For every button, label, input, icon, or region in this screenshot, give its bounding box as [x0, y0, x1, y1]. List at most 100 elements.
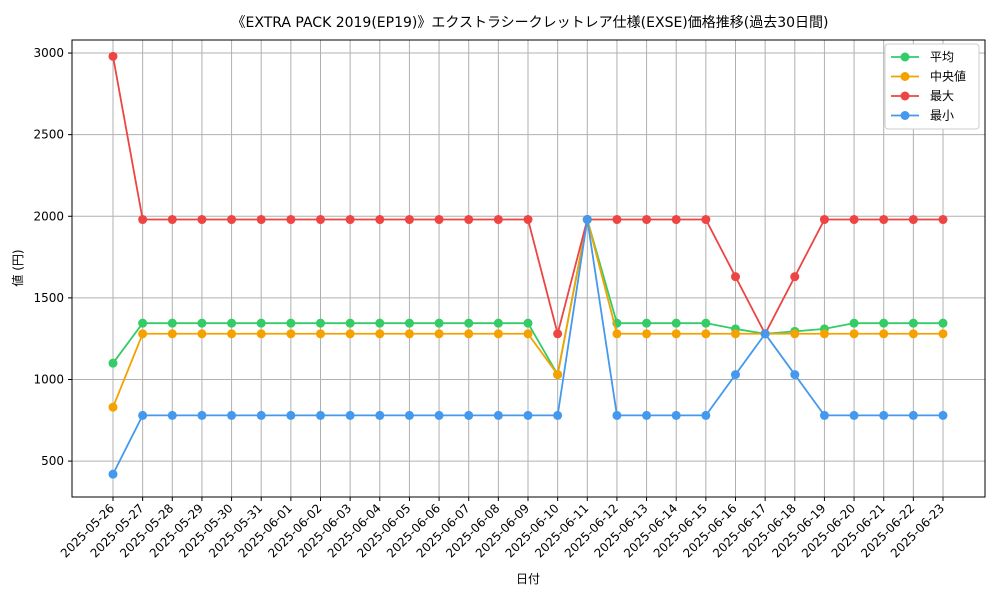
legend-label: 最小 — [930, 109, 954, 123]
grid-lines — [72, 40, 985, 497]
data-point — [286, 410, 296, 420]
data-point — [464, 318, 474, 328]
data-point — [167, 329, 177, 339]
legend-box — [884, 43, 980, 130]
data-point — [434, 329, 444, 339]
data-point — [760, 329, 770, 339]
data-point — [908, 329, 918, 339]
data-point — [671, 329, 681, 339]
data-point — [553, 370, 563, 380]
data-point — [701, 215, 711, 225]
data-point — [849, 410, 859, 420]
data-point — [404, 329, 414, 339]
data-point — [375, 410, 385, 420]
legend-marker — [900, 52, 910, 62]
data-point — [642, 215, 652, 225]
data-point — [138, 329, 148, 339]
y-tick-label: 2500 — [33, 128, 64, 142]
data-point — [286, 215, 296, 225]
chart-title: 《EXTRA PACK 2019(EP19)》エクストラシークレットレア仕様(E… — [232, 15, 829, 31]
data-point — [138, 318, 148, 328]
data-point — [493, 318, 503, 328]
y-axis: 500 1000 1500 2000 2500 3000 — [33, 46, 72, 468]
data-point — [671, 215, 681, 225]
data-point — [256, 410, 266, 420]
data-point — [938, 318, 948, 328]
data-point — [404, 318, 414, 328]
data-point — [849, 318, 859, 328]
data-point — [701, 410, 711, 420]
data-point — [938, 410, 948, 420]
data-point — [434, 215, 444, 225]
data-point — [671, 318, 681, 328]
data-point — [819, 215, 829, 225]
data-point — [612, 410, 622, 420]
legend-label: 中央値 — [930, 69, 966, 84]
data-point — [938, 329, 948, 339]
data-point — [345, 410, 355, 420]
data-point — [197, 410, 207, 420]
y-tick-label: 3000 — [33, 46, 64, 60]
data-point — [819, 410, 829, 420]
data-point — [908, 410, 918, 420]
series-group — [108, 51, 948, 479]
data-point — [375, 215, 385, 225]
data-point — [879, 318, 889, 328]
data-point — [671, 410, 681, 420]
data-point — [612, 329, 622, 339]
data-point — [790, 329, 800, 339]
y-tick-label: 1500 — [33, 291, 64, 305]
data-point — [493, 215, 503, 225]
data-point — [523, 329, 533, 339]
data-point — [553, 329, 563, 339]
data-point — [316, 215, 325, 225]
data-point — [493, 410, 503, 420]
data-point — [553, 410, 563, 420]
data-point — [227, 329, 237, 339]
data-point — [464, 215, 474, 225]
data-point — [316, 329, 325, 339]
data-point — [108, 51, 118, 61]
data-point — [197, 318, 207, 328]
data-point — [642, 410, 652, 420]
data-point — [790, 370, 800, 380]
data-point — [316, 318, 325, 328]
data-point — [701, 329, 711, 339]
y-tick-label: 2000 — [33, 209, 64, 223]
data-point — [523, 410, 533, 420]
data-point — [908, 215, 918, 225]
data-point — [790, 272, 800, 282]
data-point — [731, 272, 740, 282]
legend-marker — [900, 72, 910, 81]
data-point — [849, 329, 859, 339]
data-point — [938, 215, 948, 225]
data-point — [316, 410, 325, 420]
data-point — [197, 329, 207, 339]
data-point — [493, 329, 503, 339]
data-point — [227, 410, 237, 420]
data-point — [404, 215, 414, 225]
data-point — [642, 318, 652, 328]
data-point — [108, 469, 118, 479]
legend-label: 平均 — [930, 50, 954, 64]
data-point — [523, 215, 533, 225]
data-point — [879, 329, 889, 339]
data-point — [731, 329, 740, 339]
data-point — [434, 410, 444, 420]
data-point — [345, 329, 355, 339]
data-point — [464, 329, 474, 339]
data-point — [108, 358, 118, 368]
data-point — [138, 410, 148, 420]
data-point — [256, 329, 266, 339]
data-point — [908, 318, 918, 328]
data-point — [227, 318, 237, 328]
data-point — [879, 410, 889, 420]
data-point — [138, 215, 148, 225]
data-point — [523, 318, 533, 328]
data-point — [731, 370, 740, 380]
data-point — [375, 318, 385, 328]
data-point — [167, 410, 177, 420]
